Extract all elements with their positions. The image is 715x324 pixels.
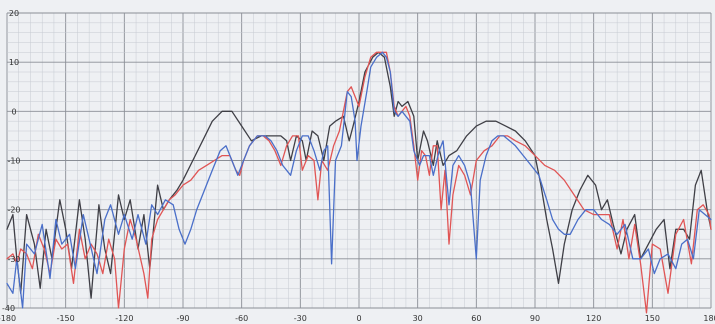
series-line-3 xyxy=(6,51,712,309)
tick-labels: -180 -150 -120 -90 -60 -30 0 30 60 90 120 150 180 -40… xyxy=(0,9,715,323)
x-tick-label: 150 xyxy=(645,314,660,323)
x-tick-label: 180 xyxy=(703,314,715,323)
x-tick-label: 120 xyxy=(586,314,601,323)
y-tick-label: 20 xyxy=(9,9,19,18)
x-tick-label: -150 xyxy=(57,314,75,323)
x-tick-label: 0 xyxy=(356,314,361,323)
x-tick-label: -30 xyxy=(294,314,307,323)
y-tick-label: 0 xyxy=(11,107,16,116)
x-tick-label: 30 xyxy=(413,314,423,323)
x-tick-label: -90 xyxy=(176,314,189,323)
series-line-2 xyxy=(6,51,712,314)
series-line-1 xyxy=(6,51,712,299)
x-tick-label: 60 xyxy=(471,314,481,323)
series-layer xyxy=(6,51,712,314)
grid-lines xyxy=(6,12,712,309)
y-tick-label: -40 xyxy=(2,304,15,313)
x-tick-label: 90 xyxy=(530,314,540,323)
x-tick-label: -180 xyxy=(0,314,16,323)
x-tick-label: -120 xyxy=(115,314,133,323)
y-tick-label: -20 xyxy=(7,206,20,215)
y-tick-label: 10 xyxy=(9,58,19,67)
y-tick-label: -10 xyxy=(7,157,20,166)
x-tick-label: -60 xyxy=(235,314,248,323)
y-tick-label: -30 xyxy=(7,255,20,264)
